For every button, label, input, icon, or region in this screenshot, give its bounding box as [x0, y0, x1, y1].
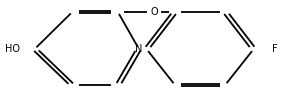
Text: O: O — [150, 7, 158, 17]
Text: HO: HO — [5, 44, 20, 54]
Text: N: N — [135, 44, 143, 54]
Text: F: F — [272, 44, 278, 54]
